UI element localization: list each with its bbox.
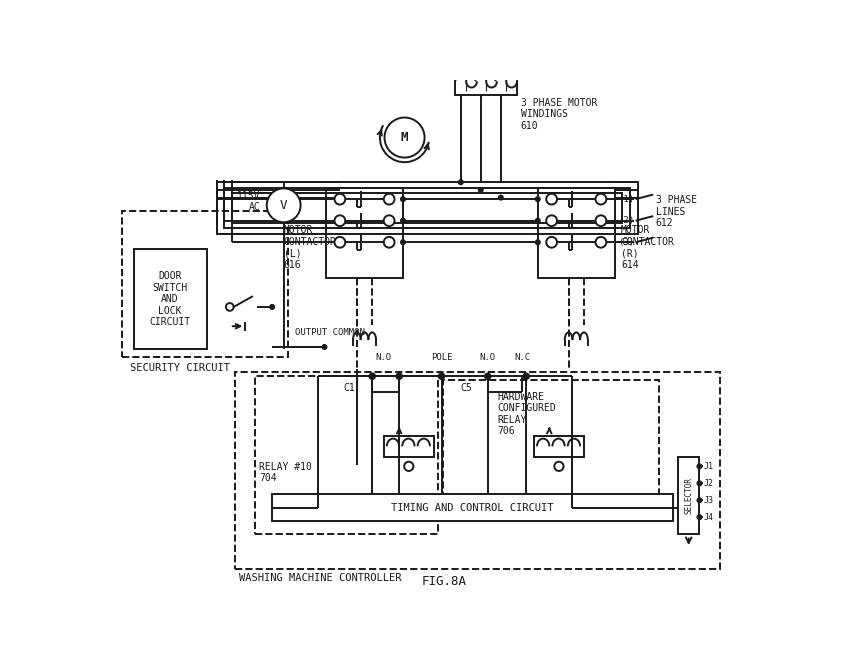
Text: N.O: N.O <box>480 353 495 362</box>
Text: MOTOR
CONTACTOR
(L)
616: MOTOR CONTACTOR (L) 616 <box>284 225 337 270</box>
Text: V: V <box>280 199 288 212</box>
Circle shape <box>384 237 395 247</box>
Text: RELAY #10
704: RELAY #10 704 <box>259 462 312 483</box>
Text: OUTPUT COMMON: OUTPUT COMMON <box>295 328 365 337</box>
Circle shape <box>267 188 301 222</box>
Circle shape <box>596 194 606 205</box>
Bar <box>456 26 517 95</box>
Text: 3 PHASE
LINES
612: 3 PHASE LINES 612 <box>656 196 697 229</box>
Circle shape <box>396 373 402 379</box>
Text: J1: J1 <box>703 462 714 471</box>
Text: 115V
AC: 115V AC <box>237 191 261 212</box>
Circle shape <box>384 215 395 226</box>
Text: MOTOR
CONTACTOR
(R)
614: MOTOR CONTACTOR (R) 614 <box>621 225 674 270</box>
Circle shape <box>438 373 444 379</box>
Text: (1): (1) <box>618 195 635 203</box>
Text: (3): (3) <box>618 238 635 247</box>
Circle shape <box>554 462 564 471</box>
Bar <box>232 193 623 223</box>
Text: SECURITY CIRCUIT: SECURITY CIRCUIT <box>130 363 229 373</box>
Text: (2): (2) <box>618 216 635 225</box>
Text: C1: C1 <box>343 383 355 393</box>
Circle shape <box>546 194 557 205</box>
Circle shape <box>401 197 405 201</box>
Circle shape <box>523 373 529 379</box>
Circle shape <box>384 194 395 205</box>
Bar <box>384 436 434 457</box>
Bar <box>133 249 207 349</box>
Text: WASHING MACHINE CONTROLLER: WASHING MACHINE CONTROLLER <box>239 573 402 583</box>
Bar <box>216 182 638 234</box>
Circle shape <box>322 344 326 349</box>
Bar <box>538 188 615 279</box>
Circle shape <box>479 188 483 192</box>
Circle shape <box>385 118 424 158</box>
Circle shape <box>546 215 557 226</box>
Circle shape <box>334 237 346 247</box>
Circle shape <box>499 196 503 200</box>
Text: TIMING AND CONTROL CIRCUIT: TIMING AND CONTROL CIRCUIT <box>391 503 553 513</box>
Bar <box>443 380 659 495</box>
Text: J2: J2 <box>703 479 714 488</box>
Text: HARDWARE
CONFIGURED
RELAY
706: HARDWARE CONFIGURED RELAY 706 <box>497 392 556 436</box>
Circle shape <box>401 218 405 223</box>
Circle shape <box>596 237 606 247</box>
Circle shape <box>697 464 701 469</box>
Bar <box>678 457 700 534</box>
Bar <box>272 494 673 521</box>
Text: N.O: N.O <box>376 353 391 362</box>
Text: J3: J3 <box>703 495 714 505</box>
Text: J4: J4 <box>703 513 714 521</box>
Text: POLE: POLE <box>430 353 452 362</box>
Circle shape <box>485 373 491 379</box>
Circle shape <box>535 197 540 201</box>
Circle shape <box>458 180 463 184</box>
Bar <box>326 188 403 279</box>
Circle shape <box>546 237 557 247</box>
Text: SELECTOR: SELECTOR <box>684 477 693 514</box>
Circle shape <box>535 218 540 223</box>
Circle shape <box>596 215 606 226</box>
Text: 3 PHASE MOTOR
WINDINGS
610: 3 PHASE MOTOR WINDINGS 610 <box>520 98 598 131</box>
Text: DOOR
SWITCH
AND
LOCK
CIRCUIT: DOOR SWITCH AND LOCK CIRCUIT <box>150 271 191 327</box>
Bar <box>122 211 288 357</box>
Bar <box>255 376 438 534</box>
Bar <box>534 436 584 457</box>
Circle shape <box>697 498 701 503</box>
Circle shape <box>334 215 346 226</box>
Text: C5: C5 <box>461 383 472 393</box>
Circle shape <box>226 303 234 311</box>
Bar <box>224 188 630 228</box>
Text: FIG.8A: FIG.8A <box>422 575 466 589</box>
Text: M: M <box>401 131 408 144</box>
Circle shape <box>535 240 540 245</box>
Circle shape <box>404 462 413 471</box>
Circle shape <box>369 373 375 379</box>
Bar <box>236 372 721 569</box>
Text: N.C: N.C <box>514 353 531 362</box>
Circle shape <box>697 515 701 519</box>
Circle shape <box>697 481 701 485</box>
Circle shape <box>401 240 405 245</box>
Circle shape <box>270 305 275 309</box>
Circle shape <box>334 194 346 205</box>
